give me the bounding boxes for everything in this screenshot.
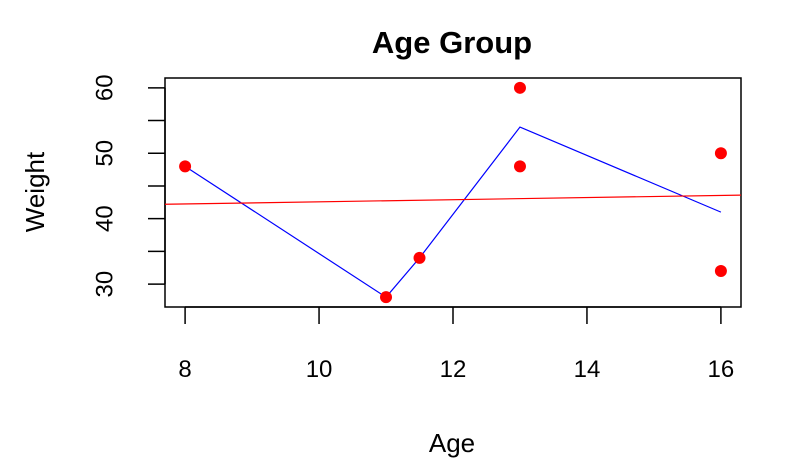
y-tick-label: 30 xyxy=(92,271,119,298)
x-tick-label: 8 xyxy=(178,356,191,383)
x-axis: 8 10 12 14 16 xyxy=(178,306,735,383)
y-axis: 30 40 50 60 xyxy=(92,74,166,297)
data-point xyxy=(513,160,526,173)
data-point xyxy=(380,291,393,304)
x-tick-label: 14 xyxy=(574,356,601,383)
data-points xyxy=(179,81,727,304)
y-tick-label: 60 xyxy=(92,74,119,101)
plot-frame xyxy=(164,77,742,308)
chart-title: Age Group xyxy=(372,25,532,60)
data-point xyxy=(413,251,426,264)
x-axis-label: Age xyxy=(429,428,475,458)
data-point xyxy=(179,160,192,173)
y-tick-label: 50 xyxy=(92,140,119,167)
data-point xyxy=(714,265,727,278)
x-tick-label: 12 xyxy=(440,356,467,383)
data-point xyxy=(513,81,526,94)
series-lines xyxy=(164,126,742,298)
x-tick-label: 16 xyxy=(708,356,735,383)
fit-line xyxy=(164,194,742,205)
data-point xyxy=(714,147,727,160)
mean-line xyxy=(184,126,722,298)
y-axis-label: Weight xyxy=(20,151,50,232)
y-tick-label: 40 xyxy=(92,205,119,232)
x-tick-label: 10 xyxy=(306,356,333,383)
